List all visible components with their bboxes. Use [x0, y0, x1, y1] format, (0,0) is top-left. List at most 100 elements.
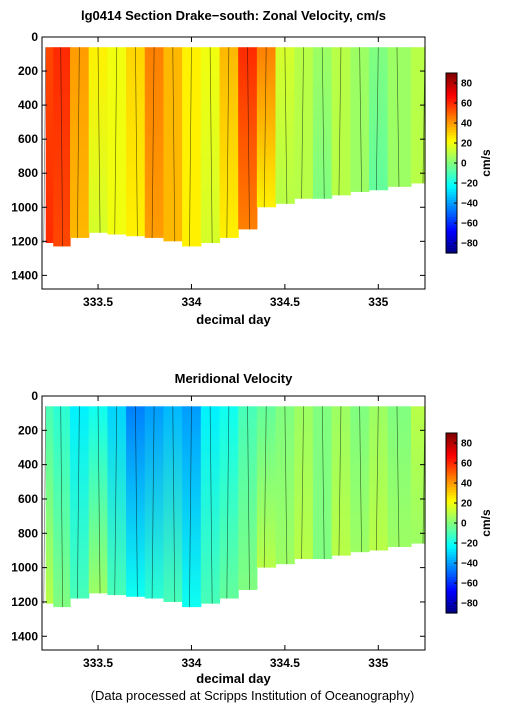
- colorbar-label: cm/s: [479, 149, 493, 177]
- colorbar-swatch: [446, 191, 457, 195]
- colorbar-swatch: [446, 494, 457, 499]
- colorbar-swatch: [446, 151, 457, 156]
- colorbar-tick-label: −80: [461, 239, 478, 250]
- colorbar-swatch: [446, 565, 457, 569]
- footer-credit: (Data processed at Scripps Institution o…: [90, 688, 415, 703]
- y-tick-label: 800: [18, 166, 38, 180]
- contour-line: [114, 47, 118, 235]
- colorbar-swatch: [446, 193, 457, 198]
- colorbar-swatch: [446, 75, 457, 80]
- colorbar-swatch: [446, 244, 457, 248]
- colorbar: 80 60 40 20 0 −20 −40 −60 −80 cm/s: [445, 72, 493, 254]
- colorbar-swatch: [446, 129, 457, 133]
- velocity-profile-column: [410, 47, 426, 184]
- contour-line: [189, 406, 192, 608]
- colorbar-swatch: [446, 177, 457, 181]
- colorbar-swatch: [446, 236, 457, 240]
- colorbar-swatch: [446, 179, 457, 184]
- colorbar-swatch: [446, 500, 457, 504]
- velocity-profile-column: [294, 47, 314, 199]
- colorbar-swatch: [446, 480, 457, 485]
- y-tick-label: 400: [18, 458, 38, 472]
- colorbar-swatch: [446, 118, 457, 122]
- colorbar-tick-label: −20: [461, 539, 478, 550]
- colorbar-swatch: [446, 171, 457, 175]
- colorbar-swatch: [446, 466, 457, 471]
- colorbar-swatch: [446, 486, 457, 490]
- velocity-profile-column: [238, 47, 258, 230]
- colorbar-swatch: [446, 112, 457, 116]
- velocity-profile-column: [219, 406, 239, 599]
- velocity-profile-column: [200, 406, 221, 604]
- colorbar-swatch: [446, 205, 457, 209]
- colorbar-swatch: [446, 553, 457, 558]
- contour-line: [172, 47, 176, 242]
- velocity-profile-column: [70, 406, 90, 599]
- panel-title: lg0414 Section Drake−south: Zonal Veloci…: [81, 8, 386, 23]
- contour-line: [263, 47, 267, 208]
- contour-line: [375, 47, 379, 191]
- contour-line: [77, 406, 80, 599]
- colorbar-swatch: [446, 556, 457, 561]
- colorbar-swatch: [446, 559, 457, 563]
- y-tick-label: 200: [18, 423, 38, 437]
- colorbar-swatch: [446, 92, 457, 97]
- velocity-profile-column: [275, 406, 295, 565]
- velocity-field: [43, 406, 426, 608]
- colorbar-swatch: [446, 250, 457, 254]
- colorbar-swatch: [446, 109, 457, 113]
- contour-line: [301, 47, 304, 199]
- plot-axes-box: [41, 36, 426, 290]
- contour-line: [375, 406, 379, 551]
- colorbar-swatch: [446, 98, 457, 102]
- contour-line: [43, 406, 47, 604]
- contour-line: [284, 47, 288, 204]
- velocity-profile-column: [45, 406, 54, 604]
- y-tick-label: 400: [18, 98, 38, 112]
- velocity-field: [43, 47, 426, 247]
- colorbar-swatch: [446, 525, 457, 530]
- colorbar-swatch: [446, 208, 457, 212]
- colorbar-tick-label: 40: [461, 479, 473, 490]
- velocity-profile-column: [88, 406, 108, 594]
- velocity-profile-column: [387, 406, 412, 548]
- colorbar-swatch: [446, 531, 457, 535]
- colorbar-swatch: [446, 503, 457, 507]
- colorbar-swatch: [446, 444, 457, 448]
- colorbar-tick-label: 0: [461, 519, 467, 530]
- colorbar-tick-label: 20: [461, 139, 473, 150]
- colorbar-tick-label: 60: [461, 459, 473, 470]
- colorbar-swatch: [446, 241, 457, 246]
- y-tick-label: 1000: [11, 561, 38, 575]
- colorbar-swatch: [446, 238, 457, 243]
- colorbar-swatch: [446, 140, 457, 144]
- colorbar-swatch: [446, 185, 457, 189]
- velocity-profile-column: [256, 47, 277, 208]
- velocity-profile-column: [182, 47, 202, 247]
- colorbar-swatch: [446, 441, 457, 445]
- colorbar-swatch: [446, 497, 457, 502]
- colorbar-swatch: [446, 89, 457, 94]
- contour-line: [77, 47, 80, 238]
- velocity-profile-column: [256, 406, 277, 568]
- x-tick-label: 335: [368, 656, 388, 670]
- velocity-profile-column: [368, 406, 389, 551]
- colorbar-swatch: [446, 568, 457, 572]
- colorbar-swatch: [446, 210, 457, 215]
- velocity-profile-column: [200, 47, 221, 244]
- colorbar-swatch: [446, 106, 457, 111]
- contour-line: [321, 406, 325, 560]
- contour-line: [247, 406, 250, 590]
- colorbar-swatch: [446, 199, 457, 203]
- velocity-profile-column: [275, 47, 295, 204]
- colorbar-swatch: [446, 514, 457, 518]
- colorbar-swatch: [446, 233, 457, 237]
- velocity-profile-column: [126, 406, 146, 597]
- contour-line: [151, 406, 155, 599]
- colorbar-swatch: [446, 452, 457, 457]
- colorbar-swatch: [446, 472, 457, 476]
- velocity-profile-column: [350, 47, 370, 192]
- velocity-profile-column: [107, 47, 127, 235]
- colorbar-swatch: [446, 508, 457, 513]
- colorbar-swatch: [446, 148, 457, 153]
